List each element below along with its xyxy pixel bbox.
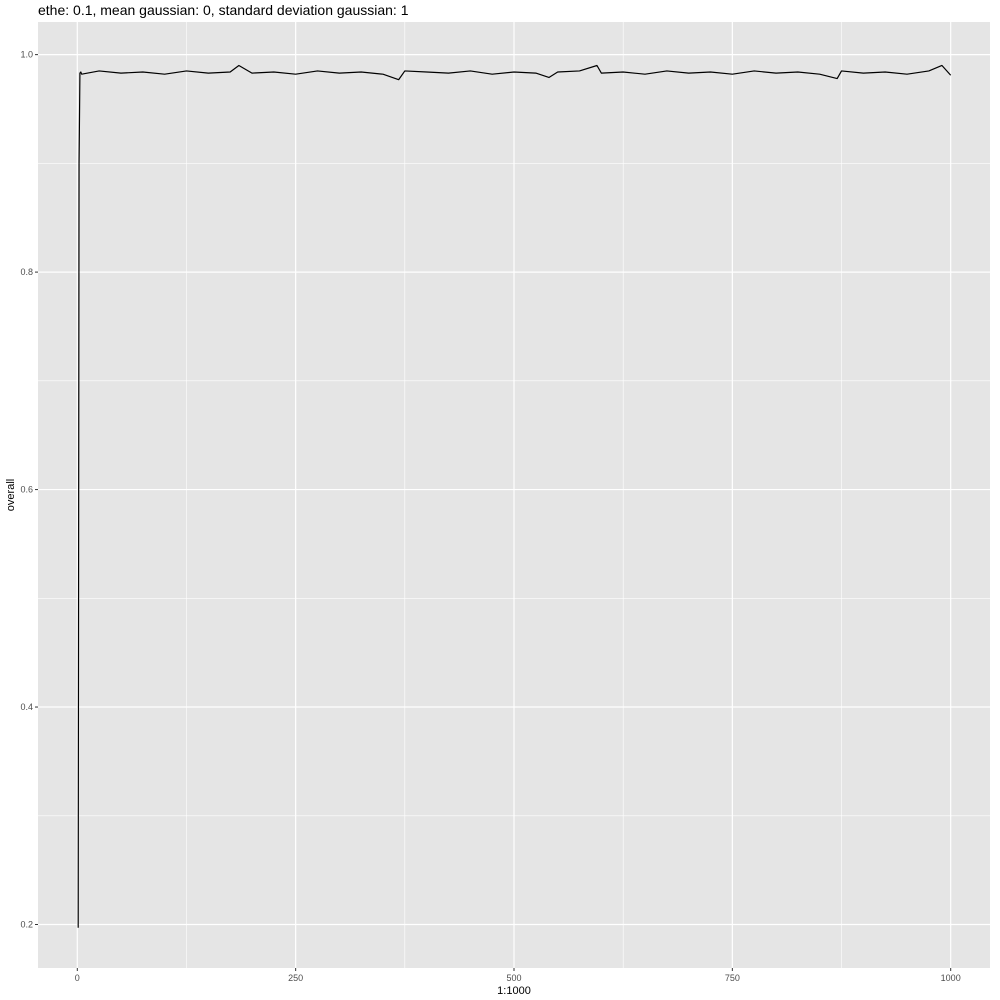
y-axis-title: overall — [5, 479, 17, 511]
x-tick-label: 1000 — [941, 973, 961, 983]
chart-title: ethe: 0.1, mean gaussian: 0, standard de… — [38, 2, 409, 18]
series-line — [77, 64, 952, 928]
y-tick-label: 0.6 — [20, 485, 33, 495]
y-tick-label: 0.4 — [20, 702, 33, 712]
series-layer — [77, 64, 952, 928]
y-tick-label: 1.0 — [20, 50, 33, 60]
x-tick-label: 250 — [288, 973, 303, 983]
y-tick-label: 0.2 — [20, 920, 33, 930]
y-tick-label: 0.8 — [20, 267, 33, 277]
x-axis: 0 250 500 750 1000 — [75, 968, 961, 983]
x-tick-label: 750 — [725, 973, 740, 983]
x-tick-label: 0 — [75, 973, 80, 983]
x-tick-label: 500 — [506, 973, 521, 983]
y-axis: 0.2 0.4 0.6 0.8 1.0 — [20, 50, 38, 930]
x-axis-title: 1:1000 — [497, 985, 531, 997]
major-gridlines — [38, 22, 990, 968]
